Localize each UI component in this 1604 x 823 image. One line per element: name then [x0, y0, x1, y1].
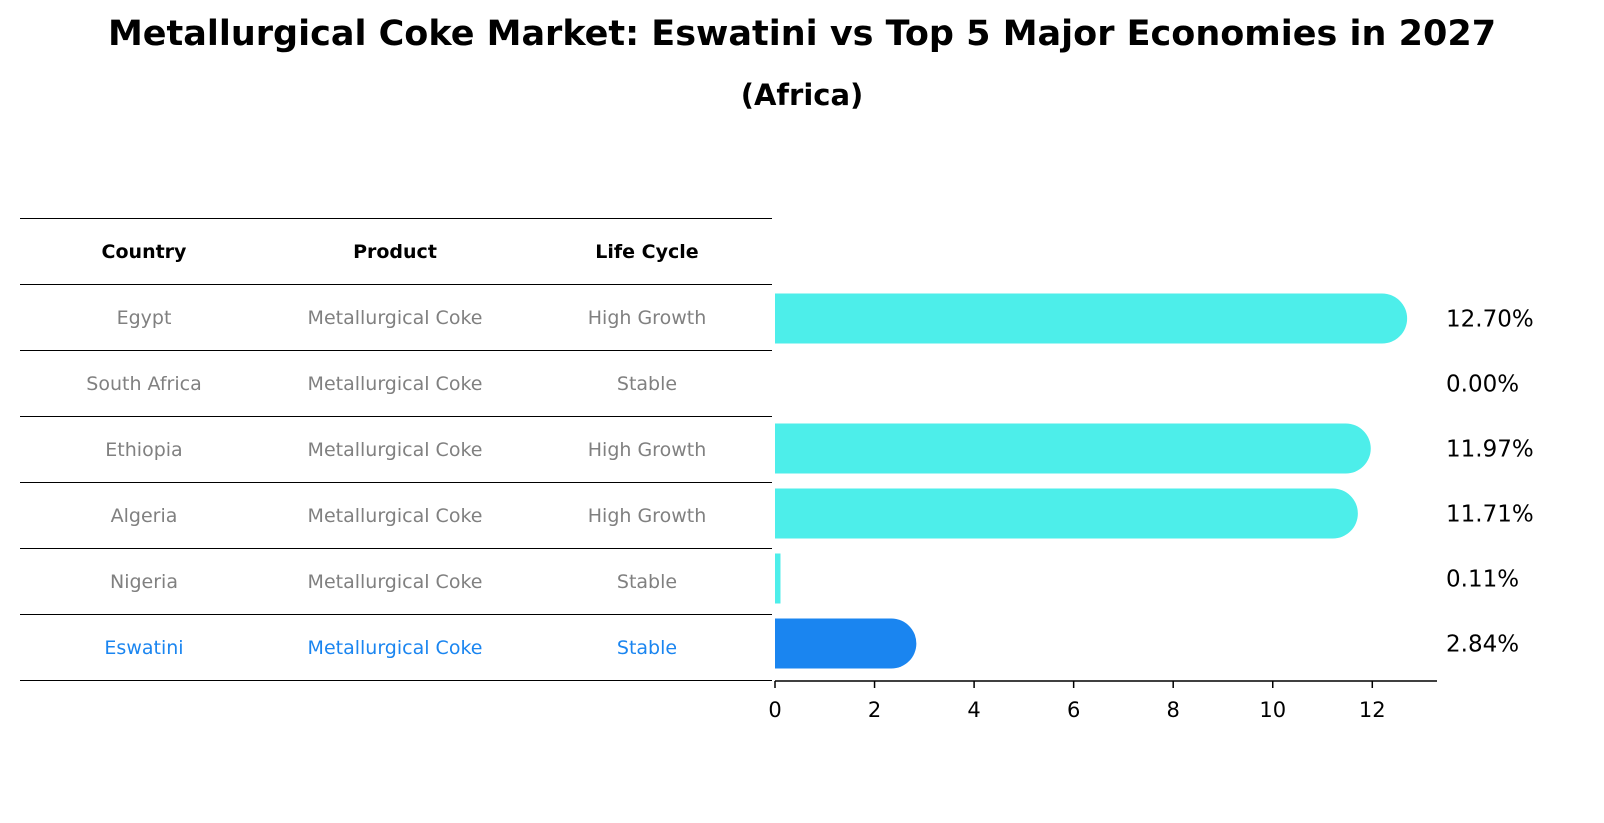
x-tick-label: 12 — [1359, 698, 1386, 722]
bar-value-label: 0.11% — [1446, 567, 1519, 593]
bar — [775, 293, 1408, 344]
x-tick-label: 2 — [868, 698, 881, 722]
bar — [775, 488, 1358, 539]
cell-product: Metallurgical Coke — [268, 614, 522, 681]
cell-product: Metallurgical Coke — [268, 416, 522, 483]
cell-product: Metallurgical Coke — [268, 284, 522, 351]
cell-product: Metallurgical Coke — [268, 548, 522, 615]
x-tick-label: 8 — [1167, 698, 1180, 722]
cell-life-cycle: High Growth — [522, 284, 772, 351]
bar-value-label: 12.70% — [1446, 307, 1534, 333]
bar-value-label: 11.97% — [1446, 437, 1534, 463]
table-row: Ethiopia Metallurgical Coke High Growth — [20, 416, 772, 483]
x-tick-label: 0 — [768, 698, 781, 722]
cell-life-cycle: High Growth — [522, 482, 772, 549]
header-product: Product — [268, 218, 522, 285]
bar — [775, 618, 917, 669]
bar — [775, 423, 1371, 474]
x-tick-label: 6 — [1067, 698, 1080, 722]
header-life-cycle: Life Cycle — [522, 218, 772, 285]
bar-value-label: 0.00% — [1446, 372, 1519, 398]
table-row: Egypt Metallurgical Coke High Growth — [20, 284, 772, 351]
table-row: Nigeria Metallurgical Coke Stable — [20, 548, 772, 615]
table-row: South Africa Metallurgical Coke Stable — [20, 350, 772, 417]
bar — [775, 553, 781, 604]
chart-subtitle: (Africa) — [740, 78, 864, 112]
cell-country: Nigeria — [20, 548, 268, 615]
cell-country: Algeria — [20, 482, 268, 549]
cell-country: Eswatini — [20, 614, 268, 681]
header-country: Country — [20, 218, 268, 285]
x-tick-label: 10 — [1259, 698, 1286, 722]
cell-product: Metallurgical Coke — [268, 350, 522, 417]
cell-country: Ethiopia — [20, 416, 268, 483]
x-tick-label: 4 — [967, 698, 980, 722]
bar-value-label: 2.84% — [1446, 632, 1519, 658]
cell-life-cycle: High Growth — [522, 416, 772, 483]
bar-value-label: 11.71% — [1446, 502, 1534, 528]
cell-life-cycle: Stable — [522, 614, 772, 681]
cell-life-cycle: Stable — [522, 350, 772, 417]
info-table: Country Product Life Cycle Egypt Metallu… — [20, 218, 772, 681]
table-header-row: Country Product Life Cycle — [20, 218, 772, 285]
table-row-highlight: Eswatini Metallurgical Coke Stable — [20, 614, 772, 681]
cell-product: Metallurgical Coke — [268, 482, 522, 549]
cell-country: South Africa — [20, 350, 268, 417]
cell-country: Egypt — [20, 284, 268, 351]
chart-title: Metallurgical Coke Market: Eswatini vs T… — [107, 14, 1497, 54]
table-row: Algeria Metallurgical Coke High Growth — [20, 482, 772, 549]
cell-life-cycle: Stable — [522, 548, 772, 615]
